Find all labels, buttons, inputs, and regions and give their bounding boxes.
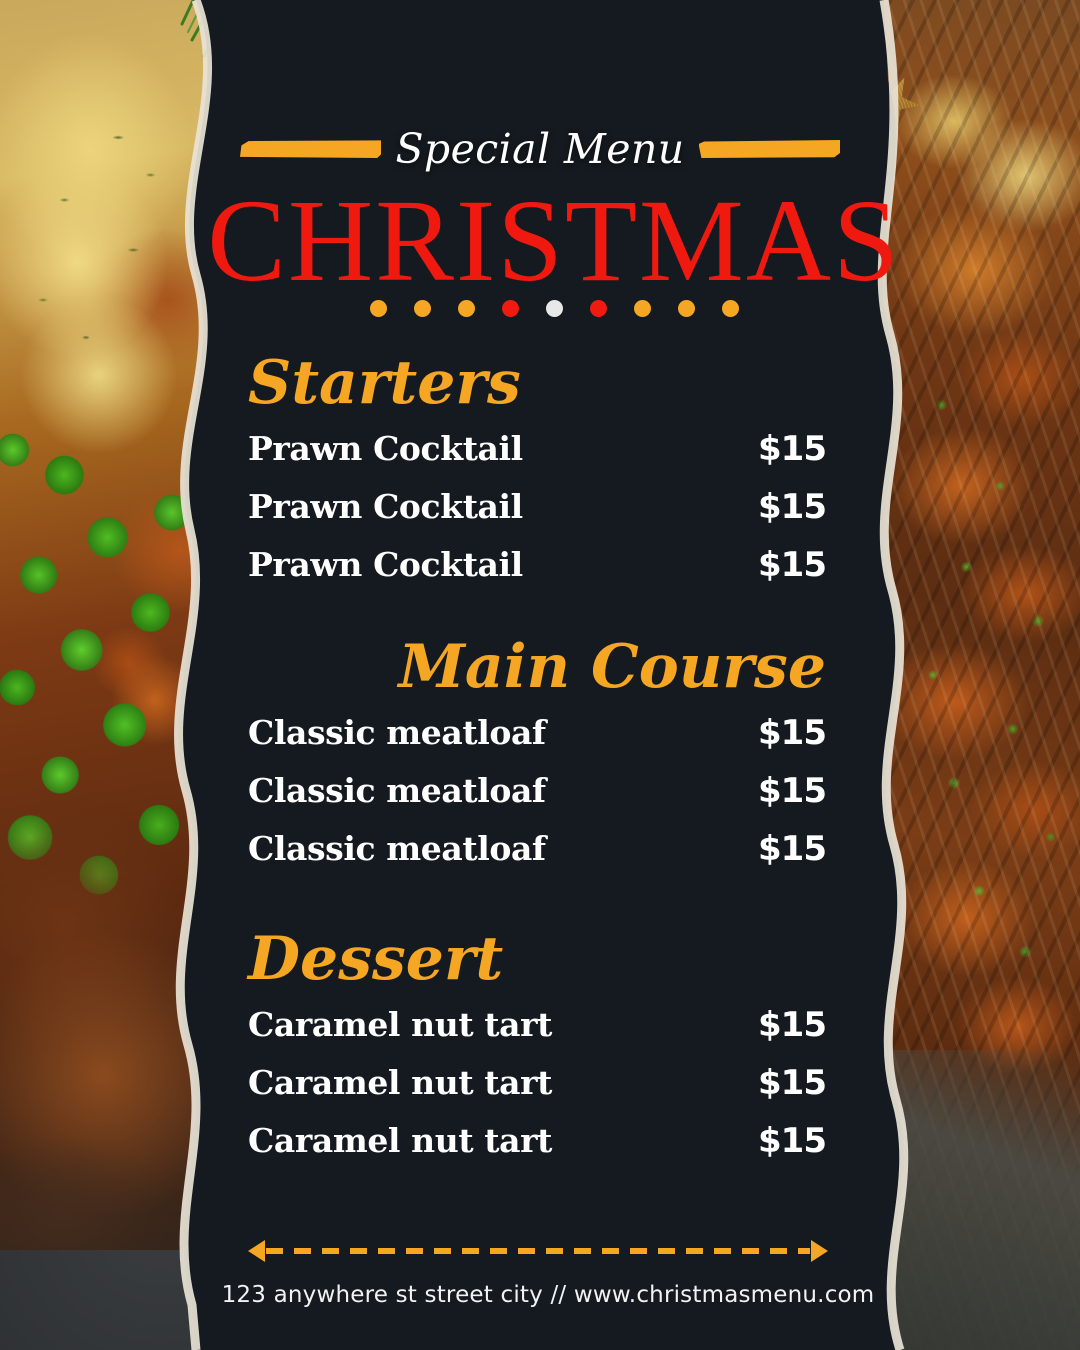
menu-row: Classic meatloaf $15	[248, 829, 827, 887]
menu-list-main-course: Classic meatloaf $15 Classic meatloaf $1…	[248, 713, 827, 887]
decorative-dot-1	[413, 300, 431, 317]
menu-row: Caramel nut tart $15	[248, 1005, 827, 1063]
arrow-left-icon	[248, 1240, 265, 1262]
decorative-dot-6	[633, 300, 651, 317]
menu-row: Prawn Cocktail $15	[248, 429, 827, 487]
menu-row: Classic meatloaf $15	[248, 713, 827, 771]
decorative-dot-4	[545, 300, 563, 317]
double-arrow-divider	[248, 1240, 828, 1262]
decorative-dot-0	[369, 300, 387, 317]
dish-name: Caramel nut tart	[248, 1121, 552, 1160]
arrow-right-icon	[811, 1240, 828, 1262]
menu-row: Prawn Cocktail $15	[248, 487, 827, 545]
menu-row: Caramel nut tart $15	[248, 1063, 827, 1121]
dish-price: $15	[758, 1063, 827, 1103]
dish-price: $15	[758, 829, 827, 869]
dashed-line	[266, 1248, 810, 1254]
menu-row: Prawn Cocktail $15	[248, 545, 827, 603]
section-heading-main-course: Main Course	[398, 632, 826, 702]
menu-row: Caramel nut tart $15	[248, 1121, 827, 1179]
dish-name: Prawn Cocktail	[248, 429, 523, 468]
dish-price: $15	[758, 487, 827, 527]
decorative-dot-3	[501, 300, 519, 317]
decorative-dot-7	[677, 300, 695, 317]
dish-name: Classic meatloaf	[248, 713, 546, 752]
dish-price: $15	[758, 713, 827, 753]
brush-stroke-right	[698, 140, 840, 158]
menu-row: Classic meatloaf $15	[248, 771, 827, 829]
special-menu-label: Special Menu	[395, 124, 685, 173]
dish-name: Prawn Cocktail	[248, 545, 523, 584]
dish-price: $15	[758, 545, 827, 585]
section-heading-starters: Starters	[248, 348, 521, 418]
dish-price: $15	[758, 771, 827, 811]
dish-name: Classic meatloaf	[248, 771, 546, 810]
section-dessert: Dessert Caramel nut tart $15 Caramel nut…	[248, 924, 827, 1179]
brush-stroke-left	[240, 140, 382, 158]
dish-price: $15	[758, 429, 827, 469]
dish-name: Prawn Cocktail	[248, 487, 523, 526]
footer-contact-line: 123 anywhere st street city // www.chris…	[221, 1282, 875, 1308]
section-main-course: Main Course Classic meatloaf $15 Classic…	[248, 632, 827, 887]
section-starters: Starters Prawn Cocktail $15 Prawn Cockta…	[248, 348, 827, 603]
dish-name: Classic meatloaf	[248, 829, 546, 868]
decorative-dot-5	[589, 300, 607, 317]
decorative-dot-row	[0, 300, 1080, 317]
decorative-dot-2	[457, 300, 475, 317]
page-title: CHRISTMAS	[207, 175, 901, 306]
section-heading-dessert: Dessert	[248, 924, 504, 994]
dish-name: Caramel nut tart	[248, 1005, 552, 1044]
menu-list-starters: Prawn Cocktail $15 Prawn Cocktail $15 Pr…	[248, 429, 827, 603]
dish-price: $15	[758, 1005, 827, 1045]
dish-price: $15	[758, 1121, 827, 1161]
decorative-dot-8	[721, 300, 739, 317]
special-menu-banner: Special Menu	[240, 118, 840, 180]
menu-list-dessert: Caramel nut tart $15 Caramel nut tart $1…	[248, 1005, 827, 1179]
dish-name: Caramel nut tart	[248, 1063, 552, 1102]
